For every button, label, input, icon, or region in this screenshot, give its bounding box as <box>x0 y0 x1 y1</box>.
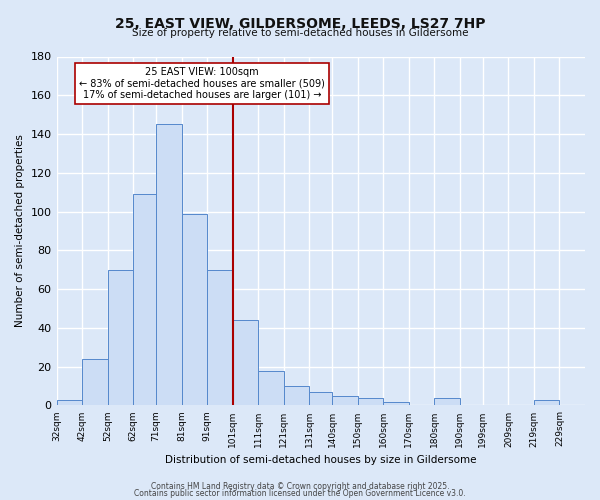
Text: 25 EAST VIEW: 100sqm
← 83% of semi-detached houses are smaller (509)
17% of semi: 25 EAST VIEW: 100sqm ← 83% of semi-detac… <box>79 67 325 100</box>
Bar <box>233 320 258 406</box>
Bar <box>107 270 133 406</box>
X-axis label: Distribution of semi-detached houses by size in Gildersome: Distribution of semi-detached houses by … <box>165 455 476 465</box>
Bar <box>309 392 332 406</box>
Bar <box>358 398 383 406</box>
Bar <box>182 214 207 406</box>
Bar <box>82 359 107 406</box>
Bar <box>534 400 559 406</box>
Y-axis label: Number of semi-detached properties: Number of semi-detached properties <box>15 134 25 328</box>
Text: Size of property relative to semi-detached houses in Gildersome: Size of property relative to semi-detach… <box>132 28 468 38</box>
Text: 25, EAST VIEW, GILDERSOME, LEEDS, LS27 7HP: 25, EAST VIEW, GILDERSOME, LEEDS, LS27 7… <box>115 18 485 32</box>
Bar <box>258 370 284 406</box>
Bar <box>284 386 309 406</box>
Bar <box>207 270 233 406</box>
Bar <box>56 400 82 406</box>
Bar <box>434 398 460 406</box>
Text: Contains HM Land Registry data © Crown copyright and database right 2025.: Contains HM Land Registry data © Crown c… <box>151 482 449 491</box>
Bar <box>383 402 409 406</box>
Bar <box>133 194 156 406</box>
Bar <box>332 396 358 406</box>
Bar <box>156 124 182 406</box>
Text: Contains public sector information licensed under the Open Government Licence v3: Contains public sector information licen… <box>134 489 466 498</box>
